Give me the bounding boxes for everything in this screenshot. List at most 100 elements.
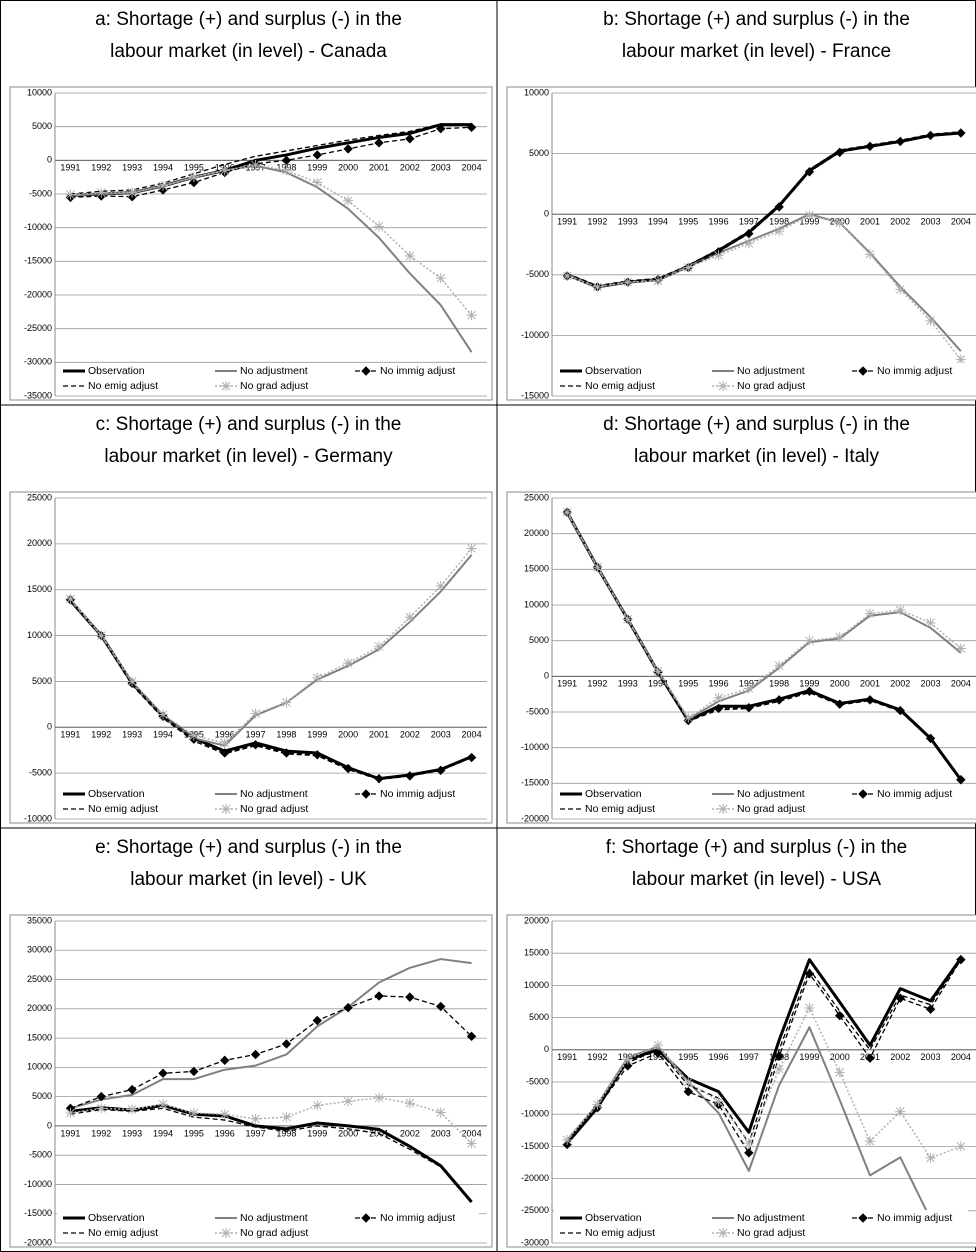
legend-label: No emig adjust	[585, 1227, 655, 1239]
chart-area	[506, 491, 976, 824]
marker	[188, 730, 199, 741]
x-tick-label: 1993	[122, 1128, 142, 1138]
marker	[374, 991, 384, 1001]
x-tick-label: 1991	[60, 1128, 80, 1138]
x-tick-label: 1998	[276, 1128, 296, 1138]
legend-label: No grad adjust	[240, 380, 308, 392]
series-line	[566, 511, 962, 781]
marker	[713, 703, 724, 714]
marker	[743, 238, 754, 249]
marker	[804, 635, 815, 646]
marker	[436, 1001, 446, 1012]
x-tick-label: 2000	[338, 1128, 358, 1138]
y-tick-label: -15000	[521, 778, 549, 788]
marker	[343, 1096, 354, 1107]
marker	[281, 748, 292, 758]
marker	[96, 630, 107, 641]
x-tick-label: 1993	[122, 163, 142, 173]
y-tick-label: 5000	[529, 1012, 549, 1022]
chart-title: a: Shortage (+) and surplus (-) in the	[95, 9, 402, 30]
x-tick-label: 1994	[153, 163, 173, 173]
x-tick-label: 1994	[648, 679, 668, 689]
x-tick-label: 1992	[91, 163, 111, 173]
series-line	[566, 132, 961, 288]
legend-label: Observation	[585, 365, 642, 377]
marker	[774, 660, 785, 671]
x-tick-label: 1998	[769, 217, 789, 227]
y-tick-label: 10000	[27, 1062, 52, 1072]
marker	[374, 138, 384, 148]
marker	[744, 1148, 754, 1158]
legend-label: No grad adjust	[737, 1227, 805, 1239]
legend-box	[554, 786, 968, 816]
y-tick-label: -5000	[526, 706, 549, 716]
marker	[312, 150, 322, 160]
marker	[683, 712, 694, 723]
marker	[683, 262, 694, 273]
marker	[683, 1086, 693, 1097]
marker	[343, 658, 354, 669]
x-tick-label: 1997	[739, 217, 759, 227]
y-tick-label: 5000	[529, 635, 549, 645]
marker	[835, 699, 845, 709]
marker	[127, 187, 138, 198]
marker	[281, 1112, 292, 1123]
legend-label: No adjustment	[240, 365, 308, 377]
marker	[127, 1104, 138, 1115]
y-tick-label: 0	[47, 722, 52, 732]
legend-label: No immig adjust	[380, 788, 455, 800]
y-tick-label: 10000	[27, 87, 52, 97]
marker	[592, 562, 603, 573]
y-tick-label: -30000	[521, 1237, 549, 1247]
legend-label: No adjustment	[240, 1212, 308, 1224]
y-tick-label: -25000	[521, 1205, 549, 1215]
x-tick-label: 1992	[587, 1052, 607, 1062]
marker	[895, 993, 905, 1003]
legend-marker	[718, 381, 728, 391]
y-tick-label: 20000	[27, 538, 52, 548]
series-line	[70, 164, 473, 353]
x-tick-label: 2004	[951, 1052, 971, 1062]
x-tick-label: 1999	[799, 1052, 819, 1062]
marker	[250, 708, 261, 719]
x-tick-label: 2003	[431, 730, 451, 740]
x-tick-label: 1991	[60, 163, 80, 173]
y-tick-label: -10000	[521, 330, 549, 340]
chart-area	[9, 914, 493, 1248]
x-tick-label: 1991	[557, 1052, 577, 1062]
y-tick-label: 25000	[27, 492, 52, 502]
y-tick-label: -15000	[521, 1141, 549, 1151]
marker	[405, 771, 415, 781]
marker	[834, 1067, 845, 1078]
marker	[343, 763, 353, 774]
marker	[281, 697, 292, 708]
y-tick-label: 0	[544, 671, 549, 681]
legend-marker	[718, 1228, 728, 1238]
x-tick-label: 1994	[153, 1128, 173, 1138]
legend-label: Observation	[585, 1212, 642, 1224]
marker	[158, 709, 168, 720]
y-tick-label: -10000	[521, 742, 549, 752]
y-tick-label: 0	[544, 1044, 549, 1054]
marker	[158, 1068, 168, 1078]
chart-title: e: Shortage (+) and surplus (-) in the	[95, 837, 402, 858]
y-tick-label: 5000	[32, 121, 52, 131]
x-tick-label: 1995	[678, 217, 698, 227]
marker	[713, 1096, 724, 1107]
legend-label: Observation	[88, 1212, 145, 1224]
legend-label: Observation	[88, 365, 145, 377]
y-tick-label: -10000	[24, 813, 52, 823]
marker	[743, 683, 754, 694]
marker	[343, 144, 353, 154]
x-tick-label: 1999	[799, 679, 819, 689]
marker	[774, 202, 784, 212]
y-tick-label: 15000	[524, 564, 549, 574]
legend-marker	[221, 381, 231, 391]
series-line	[566, 1026, 962, 1228]
marker	[466, 543, 477, 554]
marker	[592, 281, 603, 292]
marker	[404, 250, 415, 261]
marker	[312, 177, 323, 188]
marker	[713, 692, 724, 703]
series-line	[566, 959, 962, 1144]
